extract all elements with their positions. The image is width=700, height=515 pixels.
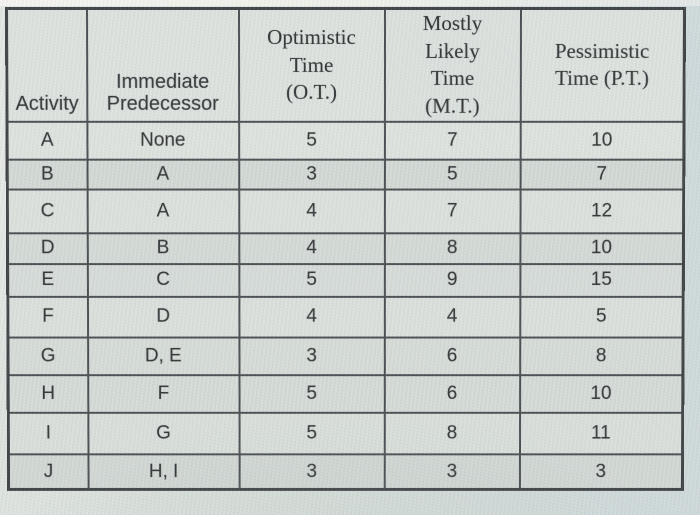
table-row: G D, E 3 6 8	[7, 337, 684, 376]
optimistic-time-cell: 3	[238, 159, 385, 190]
table-row: F D 4 4 5	[7, 296, 684, 338]
mostly-likely-time-cell: 8	[384, 233, 520, 264]
table-row: B A 3 5 7	[7, 159, 684, 190]
column-header-optimistic-time: Optimistic Time (O.T.)	[238, 8, 385, 122]
table-row: J H, I 3 3 3	[8, 454, 683, 490]
optimistic-time-cell: 4	[238, 233, 385, 264]
header-label: (O.T.)	[286, 80, 337, 105]
table-row: H F 5 6 10	[8, 375, 683, 413]
optimistic-time-cell: 5	[239, 375, 385, 413]
predecessor-cell: A	[87, 189, 239, 234]
header-label: Activity	[15, 93, 79, 116]
activity-cell: H	[8, 375, 88, 413]
predecessor-cell: H, I	[87, 454, 240, 490]
pessimistic-time-cell: 12	[519, 189, 684, 234]
activity-cell: C	[7, 189, 88, 234]
header-label: Optimistic	[267, 24, 356, 49]
optimistic-time-cell: 4	[238, 189, 385, 234]
pessimistic-time-cell: 10	[520, 121, 685, 160]
pessimistic-time-cell: 11	[519, 412, 683, 455]
activity-cell: I	[8, 412, 88, 455]
activity-cell: J	[8, 454, 89, 490]
table-row: I G 5 8 11	[8, 412, 683, 455]
predecessor-cell: None	[86, 121, 239, 160]
table-row: C A 4 7 12	[7, 189, 684, 234]
predecessor-cell: G	[87, 412, 240, 455]
activity-cell: B	[7, 159, 88, 190]
activity-time-table: Activity Immediate Predecessor Optimisti…	[5, 7, 686, 492]
optimistic-time-cell: 3	[238, 337, 385, 376]
header-row: Activity Immediate Predecessor Optimisti…	[6, 8, 685, 122]
pessimistic-time-cell: 10	[519, 375, 683, 413]
predecessor-cell: F	[87, 375, 240, 413]
header-label: (M.T.)	[425, 94, 480, 118]
pessimistic-time-cell: 7	[520, 159, 684, 190]
mostly-likely-time-cell: 5	[384, 159, 521, 190]
column-header-immediate-predecessor: Immediate Predecessor	[86, 8, 239, 122]
predecessor-cell: B	[87, 233, 239, 264]
header-label: Likely	[425, 38, 480, 63]
pessimistic-time-cell: 5	[519, 296, 684, 338]
predecessor-cell: C	[87, 263, 239, 297]
activity-cell: G	[7, 337, 88, 376]
activity-cell: A	[6, 121, 88, 160]
top-edge-highlight	[0, 0, 700, 6]
predecessor-cell: D	[87, 296, 239, 338]
optimistic-time-cell: 5	[239, 412, 385, 455]
pessimistic-time-cell: 3	[519, 454, 683, 490]
activity-cell: D	[7, 233, 88, 264]
mostly-likely-time-cell: 7	[384, 121, 521, 160]
column-header-pessimistic-time: Pessimistic Time (P.T.)	[520, 8, 685, 122]
header-label: Time	[289, 52, 334, 77]
optimistic-time-cell: 4	[238, 296, 385, 338]
header-label: Immediate	[116, 71, 210, 93]
activity-cell: E	[7, 263, 88, 297]
mostly-likely-time-cell: 9	[384, 263, 520, 297]
mostly-likely-time-cell: 6	[384, 337, 520, 376]
header-label: Time (P.T.)	[555, 66, 649, 91]
mostly-likely-time-cell: 4	[384, 296, 520, 338]
optimistic-time-cell: 5	[238, 121, 385, 160]
header-label: Time	[430, 66, 475, 91]
table-row: E C 5 9 15	[7, 263, 684, 297]
header-label: Mostly	[422, 10, 483, 35]
predecessor-cell: A	[87, 159, 239, 190]
column-header-activity: Activity	[6, 8, 87, 122]
mostly-likely-time-cell: 3	[384, 454, 520, 490]
column-header-mostly-likely-time: Mostly Likely Time (M.T.)	[384, 8, 521, 122]
pessimistic-time-cell: 15	[519, 263, 684, 297]
table-row: A None 5 7 10	[6, 121, 685, 160]
mostly-likely-time-cell: 6	[384, 375, 520, 413]
header-label: Predecessor	[106, 93, 219, 116]
pessimistic-time-cell: 8	[519, 337, 684, 376]
predecessor-cell: D, E	[87, 337, 240, 376]
pessimistic-time-cell: 10	[519, 233, 684, 264]
mostly-likely-time-cell: 7	[384, 189, 521, 234]
optimistic-time-cell: 3	[239, 454, 385, 490]
mostly-likely-time-cell: 8	[384, 412, 520, 455]
table-row: D B 4 8 10	[7, 233, 684, 264]
header-label: Pessimistic	[554, 38, 650, 63]
optimistic-time-cell: 5	[238, 263, 385, 297]
activity-cell: F	[7, 296, 88, 338]
table-wrapper: Activity Immediate Predecessor Optimisti…	[5, 7, 686, 492]
